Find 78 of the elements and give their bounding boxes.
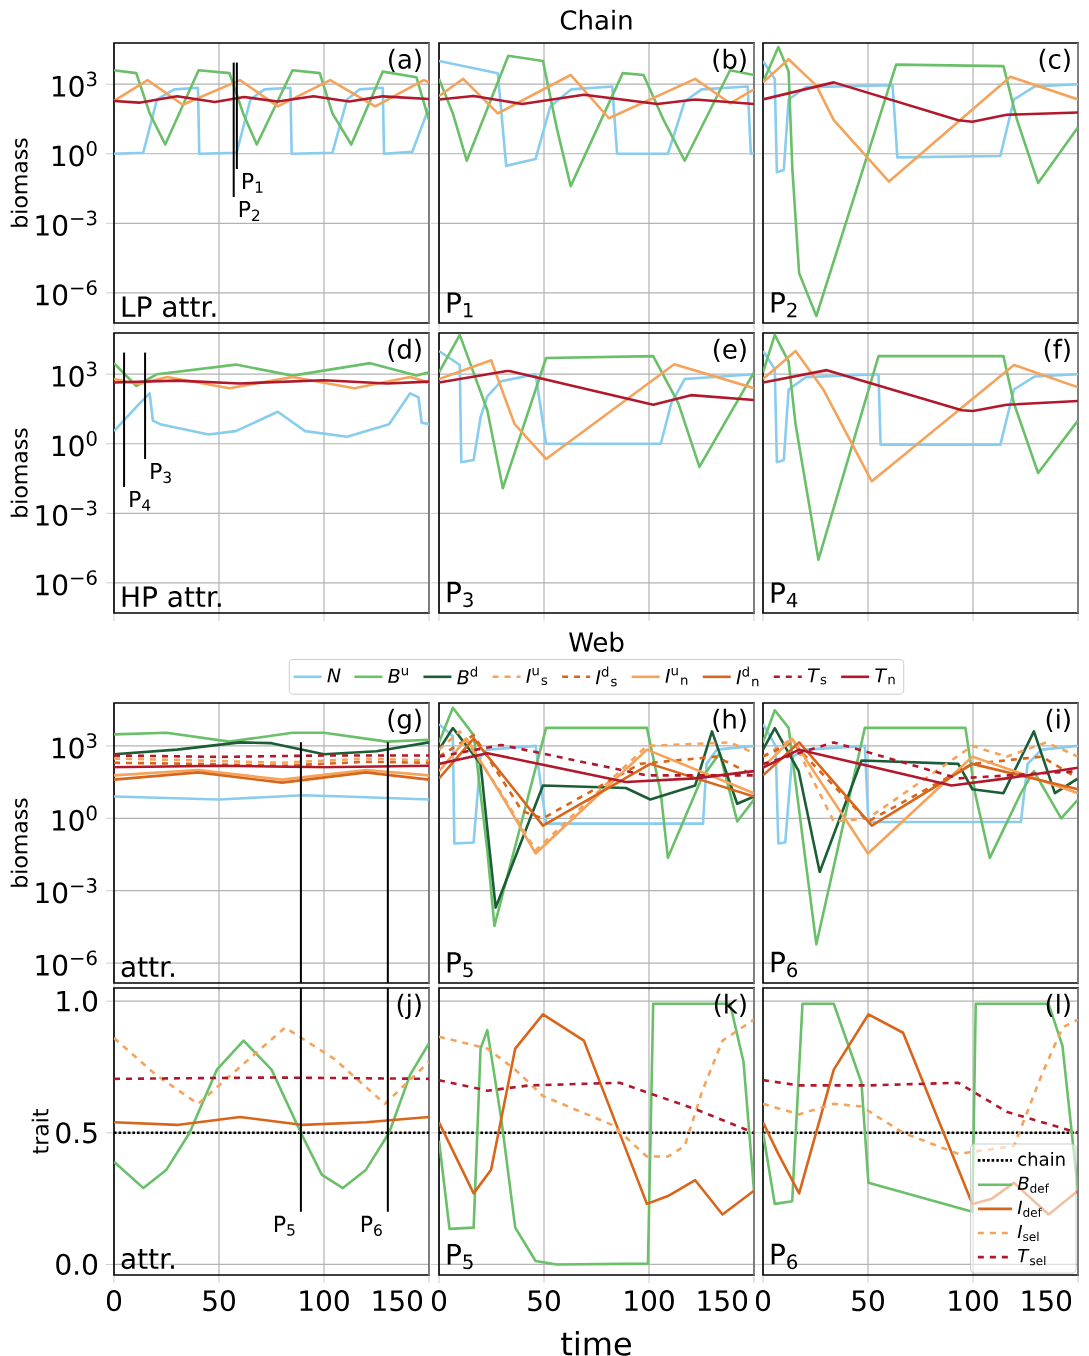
legend-label: I$_{def}$: [1017, 1200, 1043, 1217]
legend-label: B$_{def}$: [1017, 1176, 1050, 1193]
x-tick-label: 150: [373, 1290, 423, 1312]
legend-label: T$_{s}$: [807, 668, 827, 685]
y-axis-title: biomass: [10, 428, 28, 517]
y-axis-title: biomass: [10, 798, 28, 887]
ref-line-label: P$_{5}$: [275, 1215, 295, 1236]
y-tick-label: 10$^{0}$: [52, 141, 97, 167]
annotation: attr.: [121, 1249, 174, 1270]
annotation: P$_{6}$: [771, 1243, 798, 1270]
annotation: (h): [713, 708, 746, 732]
x-axis-title: time: [561, 1330, 631, 1356]
legend-label: T$_{n}$: [875, 668, 895, 685]
y-tick-label: 10$^{0}$: [52, 431, 97, 457]
annotation: HP attr.: [122, 586, 221, 608]
legend-label: I$^{u}$s: [526, 667, 548, 686]
annotation: (k): [714, 993, 746, 1018]
annotation: P$_{3}$: [447, 581, 473, 608]
y-axis-title: biomass: [10, 138, 28, 227]
annotation: (l): [1046, 993, 1070, 1018]
annotation: (i): [1046, 708, 1070, 732]
y-tick-label: 10$^{3}$: [52, 733, 97, 759]
x-tick-label: 100: [949, 1290, 998, 1312]
ref-line-label: P$_{2}$: [239, 201, 260, 221]
x-tick-label: 150: [1022, 1290, 1072, 1312]
annotation: P$_{5}$: [447, 952, 473, 978]
annotation: (g): [388, 708, 421, 734]
y-tick-label: 1.0: [57, 990, 98, 1012]
chart-title: Web: [569, 631, 624, 652]
y-tick-label: 10$^{−6}$: [36, 950, 97, 976]
y-tick-label: 10$^{0}$: [52, 805, 97, 832]
annotation: attr.: [121, 957, 174, 978]
legend-label: B$^{d}$: [457, 666, 478, 685]
x-tick-label: 0: [431, 1290, 447, 1312]
x-tick-label: 50: [852, 1290, 884, 1312]
ref-line-label: P$_{4}$: [130, 491, 151, 511]
annotation: P$_{5}$: [447, 1244, 473, 1270]
annotation: (a): [389, 48, 421, 72]
y-tick-label: 10$^{−3}$: [36, 210, 97, 236]
annotation: (c): [1039, 48, 1070, 72]
annotation: P$_{2}$: [771, 292, 797, 318]
y-axis-title: trait: [31, 1109, 49, 1154]
y-tick-label: 10$^{−6}$: [36, 570, 97, 596]
annotation: P$_{1}$: [447, 292, 473, 318]
annotation: (j): [397, 993, 421, 1019]
annotation: P$_{6}$: [771, 951, 798, 978]
x-tick-label: 0: [755, 1290, 771, 1312]
annotation: (b): [713, 48, 746, 72]
annotation: P$_{4}$: [771, 582, 798, 608]
legend-label: I$^{d}$n: [736, 666, 759, 687]
x-tick-label: 100: [300, 1290, 349, 1312]
y-tick-label: 0.5: [56, 1122, 97, 1144]
x-tick-label: 0: [106, 1290, 122, 1312]
x-tick-label: 100: [625, 1290, 674, 1312]
y-tick-label: 10$^{−6}$: [36, 280, 97, 306]
annotation: (e): [713, 338, 746, 362]
legend-label: N: [327, 668, 341, 683]
legend-label: B$^{u}$: [388, 667, 408, 683]
x-tick-label: 150: [698, 1290, 748, 1312]
ref-line-label: P$_{1}$: [243, 173, 263, 193]
legend-label: chain: [1018, 1152, 1065, 1166]
annotation: LP attr.: [122, 296, 216, 318]
y-tick-label: 10$^{3}$: [52, 361, 97, 387]
legend-label: I$^{u}$n: [665, 667, 688, 685]
legend-label: I$^{d}$s: [595, 666, 617, 687]
ref-line-label: P$_{6}$: [361, 1215, 382, 1236]
y-tick-label: 0.0: [56, 1253, 98, 1276]
annotation: (d): [388, 338, 421, 362]
ref-line-label: P$_{3}$: [151, 463, 171, 484]
x-tick-label: 50: [528, 1290, 560, 1312]
legend-label: I$_{sel}$: [1017, 1224, 1039, 1242]
annotation: (f): [1044, 338, 1070, 362]
chart-title: Chain: [560, 9, 632, 30]
x-tick-label: 50: [203, 1290, 235, 1312]
y-tick-label: 10$^{−3}$: [36, 878, 97, 904]
y-tick-label: 10$^{−3}$: [36, 500, 97, 527]
y-tick-label: 10$^{3}$: [52, 71, 97, 97]
legend-label: T$_{sel}$: [1018, 1249, 1046, 1266]
